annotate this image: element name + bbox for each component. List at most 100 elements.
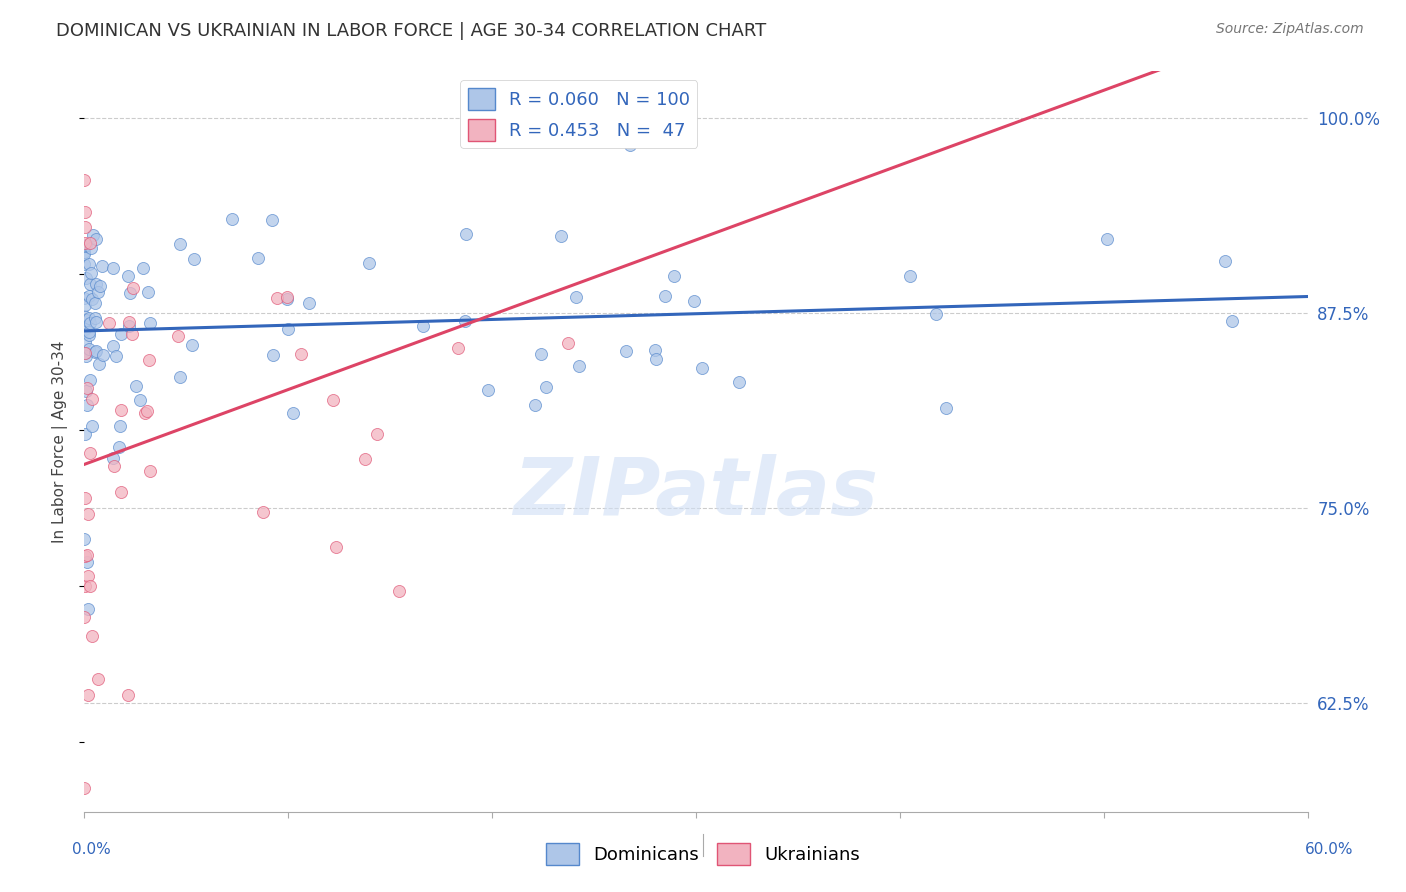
Point <box>898 268 921 283</box>
Point <box>139 464 162 478</box>
Point <box>614 344 637 359</box>
Point <box>73 322 96 336</box>
Point <box>73 245 96 260</box>
Point <box>75 384 97 398</box>
Point <box>101 450 124 465</box>
Point <box>260 212 283 227</box>
Point <box>136 403 159 417</box>
Point <box>73 345 96 359</box>
Point <box>1213 254 1236 268</box>
Point <box>79 257 101 271</box>
Point <box>108 440 131 454</box>
Point <box>73 173 96 187</box>
Point <box>75 271 97 285</box>
Point <box>477 384 499 398</box>
Point <box>73 220 96 235</box>
Point <box>662 269 685 284</box>
Point <box>80 419 103 434</box>
Point <box>117 688 139 702</box>
Point <box>564 290 586 304</box>
Point <box>447 341 470 355</box>
Point <box>105 349 128 363</box>
Point <box>73 309 96 323</box>
Point <box>550 228 572 243</box>
Point <box>167 329 190 343</box>
Point <box>454 227 477 242</box>
Point <box>76 555 98 569</box>
Point <box>246 252 269 266</box>
Point <box>221 212 243 227</box>
Point <box>79 374 101 388</box>
Point <box>644 343 666 358</box>
Point <box>76 548 98 562</box>
Point <box>83 345 105 359</box>
Point <box>79 342 101 356</box>
Point <box>117 268 139 283</box>
Point <box>1097 232 1119 246</box>
Point <box>86 285 108 299</box>
Text: ZIPatlas: ZIPatlas <box>513 454 879 533</box>
Point <box>75 491 97 505</box>
Point <box>129 393 152 408</box>
Point <box>298 296 321 310</box>
Point <box>76 381 98 395</box>
Point <box>73 610 96 624</box>
Point <box>80 266 103 280</box>
Point <box>73 246 96 260</box>
Point <box>530 347 553 361</box>
Text: DOMINICAN VS UKRAINIAN IN LABOR FORCE | AGE 30-34 CORRELATION CHART: DOMINICAN VS UKRAINIAN IN LABOR FORCE | … <box>56 22 766 40</box>
Point <box>325 540 347 554</box>
Point <box>353 452 375 467</box>
Point <box>138 353 160 368</box>
Point <box>101 260 124 275</box>
Point <box>727 375 749 389</box>
Point <box>599 111 621 125</box>
Y-axis label: In Labor Force | Age 30-34: In Labor Force | Age 30-34 <box>52 340 69 543</box>
Text: 60.0%: 60.0% <box>1305 842 1353 856</box>
Point <box>82 227 104 242</box>
Point <box>73 532 96 546</box>
Point <box>124 379 146 393</box>
Point <box>76 688 98 702</box>
Point <box>73 781 96 796</box>
Point <box>619 138 641 153</box>
Point <box>73 345 96 359</box>
Point <box>79 446 101 460</box>
Point <box>73 204 96 219</box>
Point <box>139 316 162 330</box>
Point <box>79 579 101 593</box>
Point <box>73 549 96 563</box>
Point <box>357 255 380 269</box>
Point <box>121 327 143 342</box>
Point <box>82 292 104 306</box>
Point <box>925 307 948 321</box>
Point <box>84 296 107 310</box>
Point <box>75 313 97 327</box>
Point <box>87 672 110 686</box>
Point <box>103 458 125 473</box>
Point <box>79 236 101 251</box>
Point <box>80 392 103 406</box>
Point <box>79 310 101 325</box>
Point <box>89 357 111 371</box>
Point <box>654 289 676 303</box>
Point <box>120 286 142 301</box>
Point <box>465 95 488 110</box>
Point <box>387 584 409 599</box>
Point <box>79 277 101 292</box>
Point <box>121 281 143 295</box>
Point <box>73 235 96 250</box>
Point <box>101 339 124 353</box>
Point <box>76 602 98 616</box>
Legend: R = 0.060   N = 100, R = 0.453   N =  47: R = 0.060 N = 100, R = 0.453 N = 47 <box>460 80 697 148</box>
Point <box>557 336 579 351</box>
Point <box>276 289 298 303</box>
Point <box>645 352 668 367</box>
Point <box>454 314 477 328</box>
Point <box>90 259 112 273</box>
Point <box>77 326 100 340</box>
Point <box>89 278 111 293</box>
Point <box>83 310 105 325</box>
Point <box>169 237 191 252</box>
Point <box>252 505 274 519</box>
